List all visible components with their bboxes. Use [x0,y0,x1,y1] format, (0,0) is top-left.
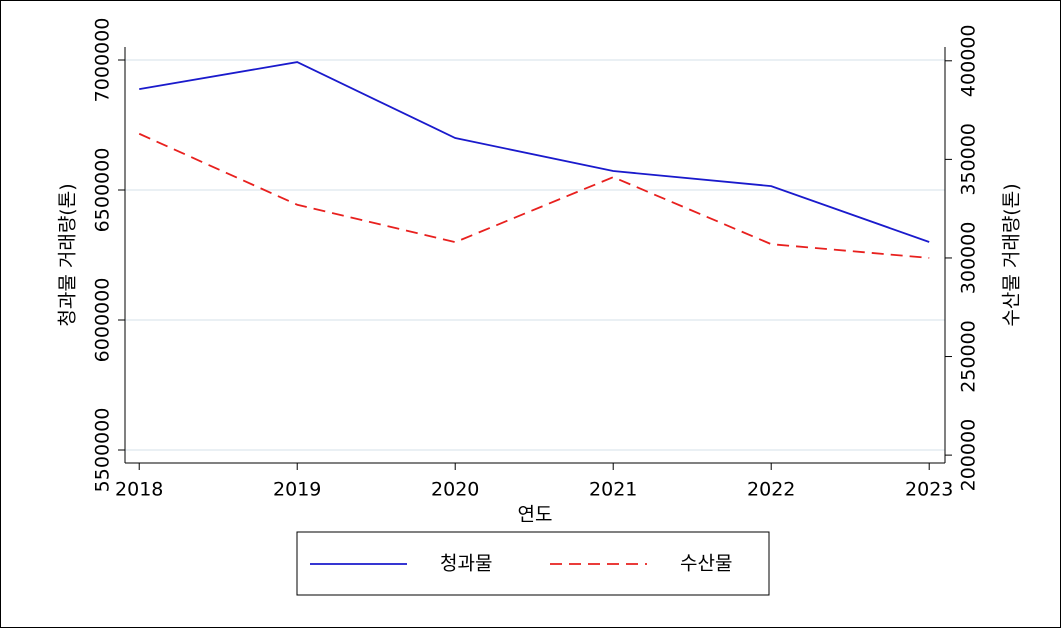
y-axis-label: 청과물 거래량(톤) [57,183,79,326]
y-tick-label: 6000000 [92,278,114,363]
x-tick-label: 2019 [273,479,321,501]
plot-region [24,22,1037,606]
series-line [139,61,930,243]
y-tick-label: 6500000 [92,148,114,233]
x-tick-label: 2021 [589,479,637,501]
y2-tick-label: 300000 [958,222,980,295]
y2-tick-label: 200000 [958,419,980,492]
y2-tick-label: 400000 [958,25,980,98]
legend-label: 청과물 [440,553,492,575]
y2-axis-label: 수산물 거래량(톤) [1001,183,1023,326]
x-tick-label: 2020 [431,479,479,501]
y-tick-label: 5500000 [92,408,114,493]
y-tick-label: 7000000 [92,18,114,103]
x-tick-label: 2023 [905,479,953,501]
y2-tick-label: 350000 [958,123,980,196]
legend-label: 수산물 [680,553,732,575]
y2-tick-label: 250000 [958,320,980,393]
series-line [138,132,930,259]
x-tick-label: 2022 [747,479,795,501]
x-axis-label: 연도 [518,504,553,526]
x-tick-label: 2018 [115,479,163,501]
